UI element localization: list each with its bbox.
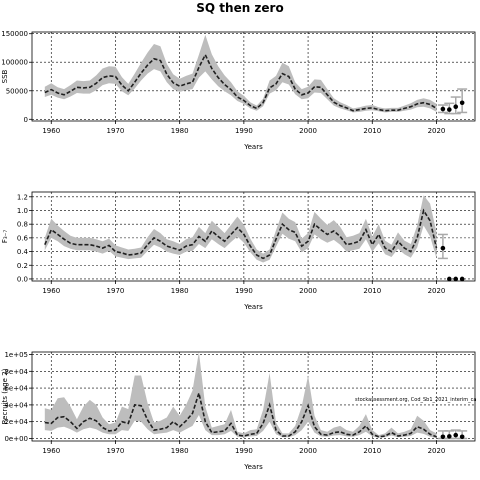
y-tick-label: 100000 <box>1 59 28 67</box>
projection-point <box>447 107 452 112</box>
y-tick-label: 8e+04 <box>4 368 28 376</box>
y-tick-label: 0 <box>24 116 28 124</box>
x-axis-title: Years <box>243 303 263 311</box>
projection-point <box>453 104 459 110</box>
chart-title: SQ then zero <box>196 1 284 15</box>
projection-point <box>440 434 446 440</box>
estimate-line <box>44 208 438 260</box>
projection-point <box>459 276 465 282</box>
x-tick-label: 1970 <box>107 287 125 295</box>
x-tick-label: 1960 <box>42 287 60 295</box>
x-tick-label: 1990 <box>235 287 253 295</box>
x-tick-label: 1990 <box>235 127 253 135</box>
y-tick-label: 50000 <box>6 87 28 95</box>
x-tick-label: 1990 <box>235 447 253 455</box>
projection-point <box>453 432 459 438</box>
x-tick-label: 2000 <box>299 447 317 455</box>
estimate-line <box>44 390 437 438</box>
y-axis-title: SSB <box>1 69 9 83</box>
y-tick-label: 0.6 <box>17 234 29 242</box>
y-tick-label: 150000 <box>1 30 28 38</box>
x-tick-label: 1980 <box>171 287 189 295</box>
plot-frame <box>31 351 476 442</box>
projection-point <box>459 100 465 106</box>
projection-point <box>459 434 465 440</box>
y-tick-label: 0.8 <box>17 221 28 229</box>
y-tick-label: 0e+00 <box>4 435 28 443</box>
y-tick-label: 1.2 <box>17 193 28 201</box>
y-axis-title: Recruits (age 2) <box>1 368 9 424</box>
plot-frame <box>31 31 476 122</box>
y-tick-label: 1e+05 <box>4 351 28 359</box>
y-tick-label: 6e+04 <box>4 385 28 393</box>
y-tick-label: 2e+04 <box>4 418 28 426</box>
projection-point <box>453 276 459 282</box>
y-tick-label: 0.0 <box>17 275 28 283</box>
chart-panel-3: 1960 1970 1980 1990 2000 2010 2020 0e+00 2e+04 4e… <box>1 351 477 471</box>
x-tick-label: 2000 <box>299 127 317 135</box>
projection-point <box>447 276 452 282</box>
x-tick-label: 1970 <box>107 127 125 135</box>
y-tick-label: 0.2 <box>17 262 28 270</box>
x-tick-label: 1980 <box>171 447 189 455</box>
y-tick-label: 1.0 <box>17 207 28 215</box>
projection-point <box>440 106 446 112</box>
estimate-line <box>44 52 437 112</box>
x-tick-label: 2010 <box>363 127 381 135</box>
x-axis-title: Years <box>243 463 263 471</box>
projection-point <box>447 434 452 439</box>
chart-panel-1: 1960 1970 1980 1990 2000 2010 2020 0 50000 100000… <box>1 30 476 151</box>
chart-panel-2: 1960 1970 1980 1990 2000 2010 2020 0.0 0.2 0.4 0.6… <box>1 191 476 311</box>
x-tick-label: 1960 <box>42 447 60 455</box>
x-tick-label: 2010 <box>363 287 381 295</box>
y-tick-label: 0.4 <box>17 248 29 256</box>
x-tick-label: 2020 <box>428 447 446 455</box>
y-tick-label: 4e+04 <box>4 401 28 409</box>
x-tick-label: 2020 <box>428 287 446 295</box>
x-tick-label: 2020 <box>428 127 446 135</box>
confidence-band <box>44 34 437 113</box>
confidence-band <box>44 352 437 439</box>
watermark-text: stockassessment.org, Cod_Sb1_2021_interi… <box>355 397 477 403</box>
x-tick-label: 2000 <box>299 287 317 295</box>
x-tick-label: 1980 <box>171 127 189 135</box>
y-axis-title: F₃₋₇ <box>1 230 9 244</box>
projection-point <box>440 245 446 251</box>
confidence-band <box>44 195 437 263</box>
x-tick-label: 2010 <box>363 447 381 455</box>
x-tick-label: 1960 <box>42 127 60 135</box>
x-axis-title: Years <box>243 143 263 151</box>
plot-frame <box>31 191 476 282</box>
x-tick-label: 1970 <box>107 447 125 455</box>
